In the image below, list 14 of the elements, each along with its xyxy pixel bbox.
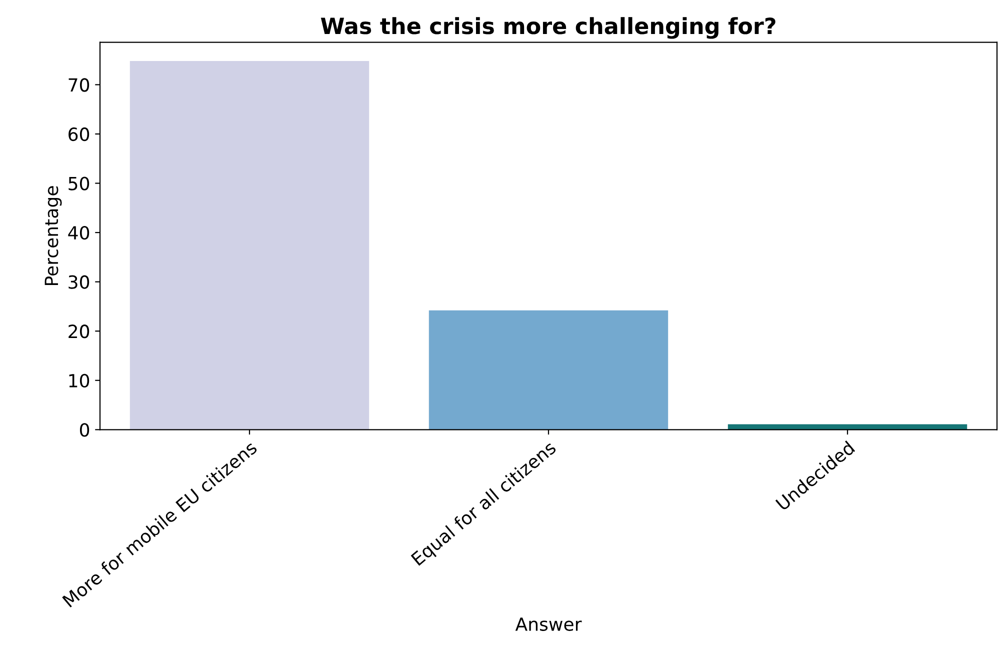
y-tick-label: 70 [68, 78, 90, 92]
y-axis-title: Percentage [44, 186, 62, 285]
y-tick-label: 10 [69, 374, 90, 388]
chart-title: Was the crisis more challenging for? [320, 17, 776, 39]
x-axis-title: Answer [515, 618, 582, 631]
bar [728, 424, 968, 430]
y-tick-label: 60 [68, 127, 90, 142]
y-tick-label: 20 [68, 324, 90, 338]
y-tick-label: 50 [68, 176, 90, 190]
bar [130, 61, 370, 430]
y-tick-label: 0 [80, 423, 90, 437]
y-tick-label: 30 [68, 275, 90, 289]
bar [428, 310, 668, 430]
y-tick-label: 40 [68, 226, 90, 240]
